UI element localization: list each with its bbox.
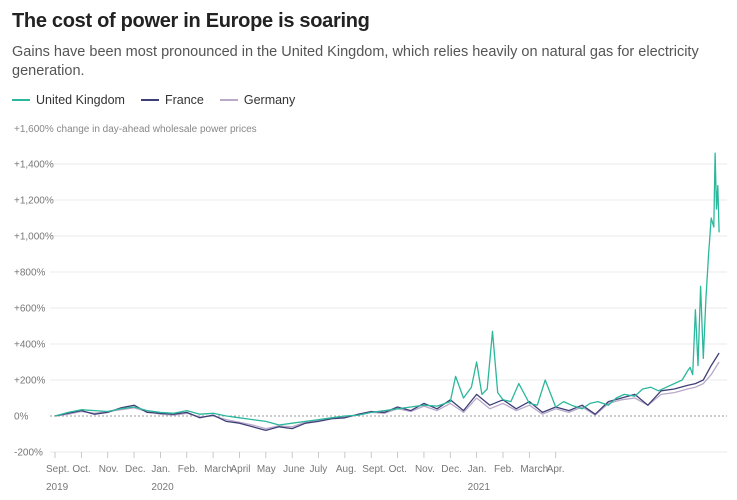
legend: United Kingdom France Germany bbox=[12, 93, 295, 107]
y-tick-label: -200% bbox=[14, 448, 43, 459]
x-tick-label: Nov. bbox=[415, 464, 435, 475]
series-line-united-kingdom bbox=[54, 152, 720, 426]
x-tick-label: May bbox=[257, 464, 276, 475]
legend-swatch-france bbox=[140, 99, 159, 101]
series-line-germany bbox=[54, 361, 720, 430]
x-year-label: 2019 bbox=[46, 482, 69, 493]
x-tick-label: Oct. bbox=[72, 464, 90, 475]
legend-item-uk: United Kingdom bbox=[12, 93, 125, 107]
y-tick-label: +1,400% bbox=[14, 160, 54, 171]
x-tick-label: Sept. bbox=[46, 464, 69, 475]
x-tick-label: Sept. bbox=[362, 464, 385, 475]
x-tick-label: March bbox=[204, 464, 232, 475]
legend-label-uk: United Kingdom bbox=[36, 93, 125, 107]
x-tick-label: June bbox=[283, 464, 305, 475]
x-tick-label: March bbox=[520, 464, 548, 475]
chart-title: The cost of power in Europe is soaring bbox=[12, 10, 370, 32]
x-tick-label: Feb. bbox=[494, 464, 514, 475]
y-tick-label: +1,000% bbox=[14, 232, 54, 243]
y-tick-label: +200% bbox=[14, 376, 46, 387]
x-tick-label: April bbox=[230, 464, 250, 475]
x-tick-label: Nov. bbox=[99, 464, 119, 475]
y-tick-label: +600% bbox=[14, 304, 46, 315]
y-tick-label: +800% bbox=[14, 268, 46, 279]
x-tick-label: Oct. bbox=[389, 464, 407, 475]
legend-label-germany: Germany bbox=[243, 93, 296, 107]
x-year-label: 2021 bbox=[468, 482, 491, 493]
legend-item-germany: Germany bbox=[219, 93, 296, 107]
chart-subtitle: Gains have been most pronounced in the U… bbox=[12, 44, 699, 79]
x-tick-label: Aug. bbox=[336, 464, 357, 475]
x-tick-label: Apr. bbox=[547, 464, 565, 475]
y-tick-label: +400% bbox=[14, 340, 46, 351]
legend-swatch-germany bbox=[219, 99, 238, 101]
x-tick-label: July bbox=[310, 464, 328, 475]
legend-label-france: France bbox=[164, 93, 204, 107]
y-tick-label: 0% bbox=[14, 412, 29, 423]
x-year-label: 2020 bbox=[151, 482, 174, 493]
legend-item-france: France bbox=[140, 93, 204, 107]
y-tick-label: +1,200% bbox=[14, 196, 54, 207]
x-tick-label: Jan. bbox=[151, 464, 170, 475]
x-tick-label: Dec. bbox=[125, 464, 146, 475]
x-tick-label: Dec. bbox=[441, 464, 462, 475]
series-line-france bbox=[54, 352, 720, 432]
x-tick-label: Jan. bbox=[468, 464, 487, 475]
y-axis-unit-label: +1,600% change in day-ahead wholesale po… bbox=[14, 124, 257, 135]
legend-swatch-uk bbox=[12, 99, 30, 101]
x-tick-label: Feb. bbox=[178, 464, 198, 475]
